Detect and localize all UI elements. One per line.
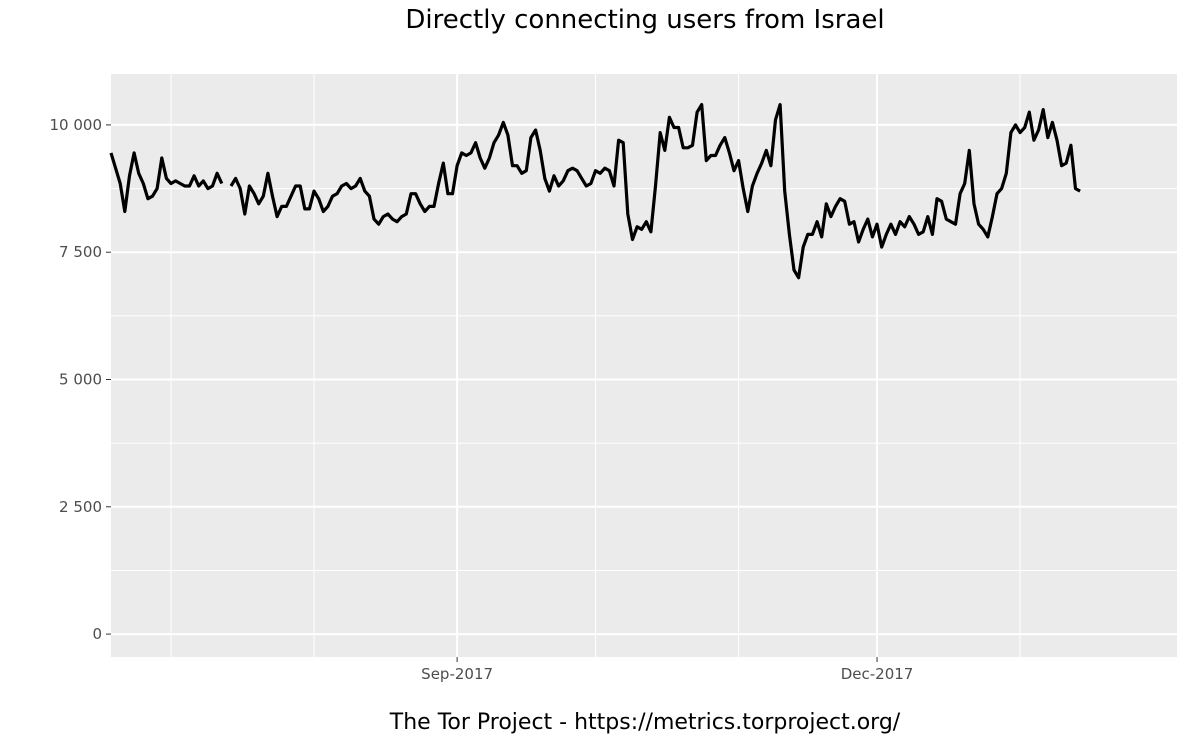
y-tick-label: 2 500 bbox=[59, 498, 102, 516]
series-line-segment bbox=[229, 102, 1081, 280]
x-tick-label: Sep-2017 bbox=[421, 665, 493, 683]
chart-title: Directly connecting users from Israel bbox=[405, 5, 885, 35]
y-tick-label: 7 500 bbox=[59, 243, 102, 261]
major-gridlines bbox=[111, 74, 1177, 657]
y-axis: 0 2 500 5 000 7 500 10 000 bbox=[50, 116, 111, 643]
chart-caption: The Tor Project - https://metrics.torpro… bbox=[389, 710, 901, 735]
y-tick-label: 5 000 bbox=[59, 371, 102, 389]
series-line-segment bbox=[109, 151, 224, 214]
x-tick-label: Dec-2017 bbox=[841, 665, 914, 683]
x-axis: Sep-2017 Dec-2017 bbox=[421, 657, 913, 683]
plot-panel bbox=[111, 74, 1177, 657]
series-lines bbox=[109, 102, 1081, 280]
y-tick-label: 10 000 bbox=[50, 116, 103, 134]
y-tick-label: 0 bbox=[92, 625, 102, 643]
minor-gridlines bbox=[111, 74, 1177, 657]
